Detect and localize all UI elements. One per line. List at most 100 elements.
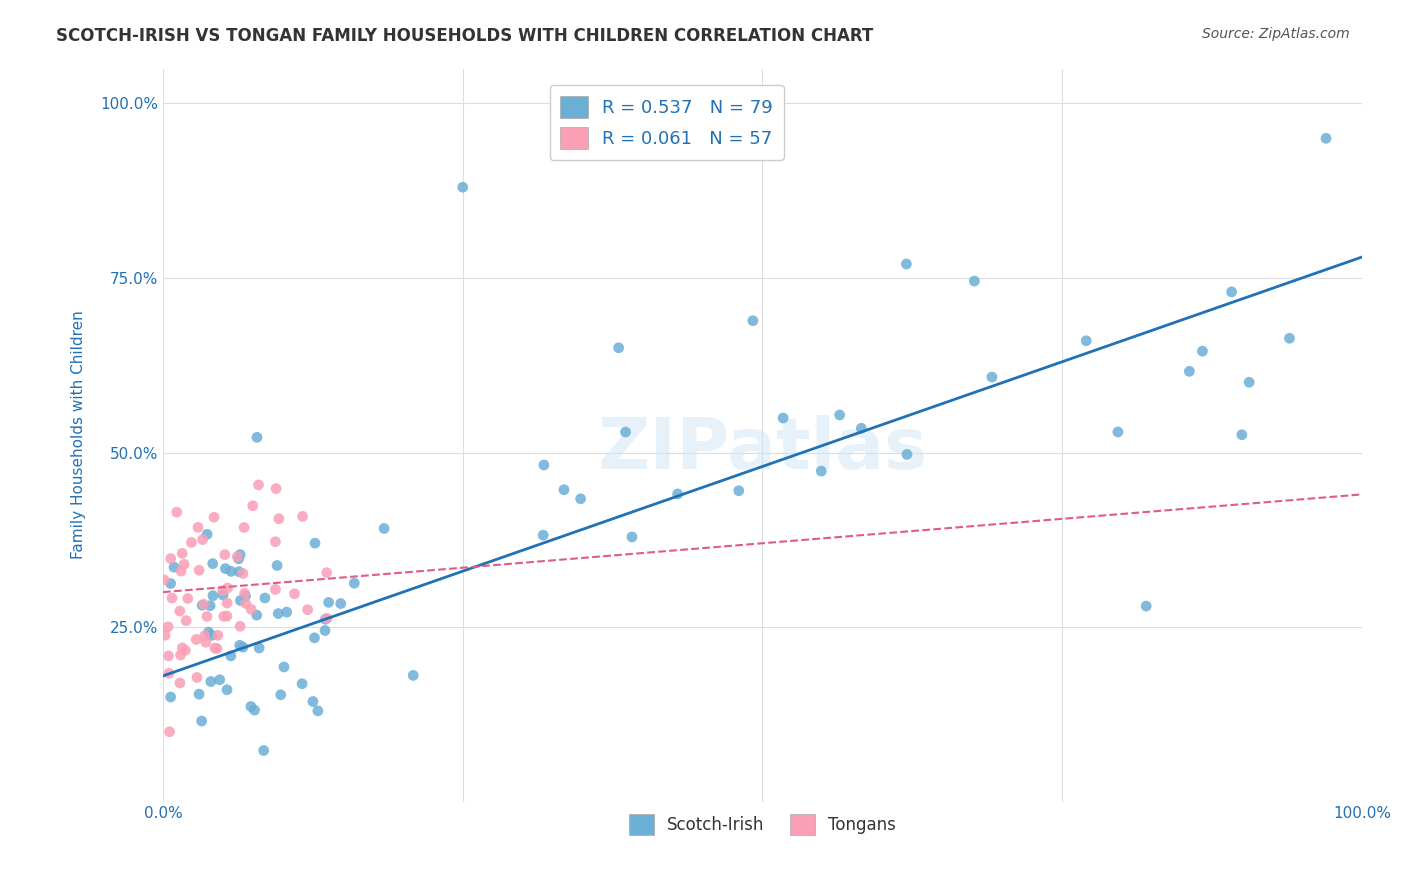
Point <box>240 602 263 616</box>
Point <box>191 599 214 613</box>
Point <box>194 635 217 649</box>
Point <box>228 638 250 652</box>
Point <box>614 425 637 439</box>
Point <box>160 591 183 606</box>
Point <box>247 640 270 655</box>
Point <box>212 609 235 624</box>
Point <box>212 588 235 602</box>
Point <box>198 599 221 613</box>
Point <box>247 478 270 492</box>
Point <box>828 408 851 422</box>
Point <box>153 573 176 587</box>
Point <box>607 341 630 355</box>
Point <box>186 670 208 684</box>
Point <box>229 593 252 607</box>
Text: SCOTCH-IRISH VS TONGAN FAMILY HOUSEHOLDS WITH CHILDREN CORRELATION CHART: SCOTCH-IRISH VS TONGAN FAMILY HOUSEHOLDS… <box>56 27 873 45</box>
Point <box>172 640 194 655</box>
Point <box>159 690 181 704</box>
Point <box>187 520 209 534</box>
Point <box>163 560 186 574</box>
Point <box>253 591 276 605</box>
Text: Source: ZipAtlas.com: Source: ZipAtlas.com <box>1202 27 1350 41</box>
Point <box>219 648 242 663</box>
Point <box>159 576 181 591</box>
Point <box>195 609 218 624</box>
Point <box>217 581 239 595</box>
Point <box>215 609 238 624</box>
Point <box>896 257 918 271</box>
Point <box>291 677 314 691</box>
Point <box>195 527 218 541</box>
Point <box>188 563 211 577</box>
Point <box>531 528 554 542</box>
Point <box>233 520 256 534</box>
Point <box>219 565 242 579</box>
Point <box>329 597 352 611</box>
Point <box>270 688 292 702</box>
Point <box>243 703 266 717</box>
Point <box>204 641 226 656</box>
Point <box>297 603 319 617</box>
Point <box>284 587 307 601</box>
Point <box>226 549 249 564</box>
Point <box>157 666 180 681</box>
Point <box>1220 285 1243 299</box>
Point <box>533 458 555 472</box>
Point <box>1178 364 1201 378</box>
Point <box>232 640 254 655</box>
Point <box>373 521 395 535</box>
Point <box>620 530 643 544</box>
Point <box>851 421 873 435</box>
Point <box>1135 599 1157 613</box>
Point <box>193 597 215 611</box>
Point <box>553 483 575 497</box>
Point <box>201 557 224 571</box>
Point <box>211 583 233 598</box>
Point <box>772 411 794 425</box>
Point <box>666 487 689 501</box>
Point <box>229 548 252 562</box>
Point <box>190 714 212 728</box>
Point <box>166 505 188 519</box>
Point <box>963 274 986 288</box>
Point <box>267 607 290 621</box>
Point <box>1237 376 1260 390</box>
Point <box>215 596 238 610</box>
Legend: Scotch-Irish, Tongans: Scotch-Irish, Tongans <box>619 805 905 845</box>
Point <box>207 628 229 642</box>
Point <box>264 482 287 496</box>
Point <box>201 628 224 642</box>
Point <box>174 614 197 628</box>
Point <box>318 595 340 609</box>
Point <box>741 314 763 328</box>
Point <box>242 499 264 513</box>
Point <box>307 704 329 718</box>
Point <box>174 643 197 657</box>
Point <box>156 620 179 634</box>
Point <box>186 632 208 647</box>
Point <box>173 558 195 572</box>
Point <box>233 586 256 600</box>
Point <box>177 591 200 606</box>
Point <box>569 491 592 506</box>
Point <box>214 548 236 562</box>
Point <box>214 561 236 575</box>
Text: ZIPatlas: ZIPatlas <box>598 415 928 484</box>
Point <box>316 611 339 625</box>
Point <box>727 483 749 498</box>
Point <box>205 641 228 656</box>
Point <box>1278 331 1301 345</box>
Point <box>215 682 238 697</box>
Point <box>343 576 366 591</box>
Point <box>981 370 1004 384</box>
Point <box>169 648 191 662</box>
Point <box>194 629 217 643</box>
Point <box>180 535 202 549</box>
Point <box>1230 427 1253 442</box>
Point <box>153 628 176 642</box>
Point <box>157 648 180 663</box>
Point <box>402 668 425 682</box>
Point <box>266 558 288 573</box>
Y-axis label: Family Households with Children: Family Households with Children <box>72 310 86 559</box>
Point <box>264 582 287 597</box>
